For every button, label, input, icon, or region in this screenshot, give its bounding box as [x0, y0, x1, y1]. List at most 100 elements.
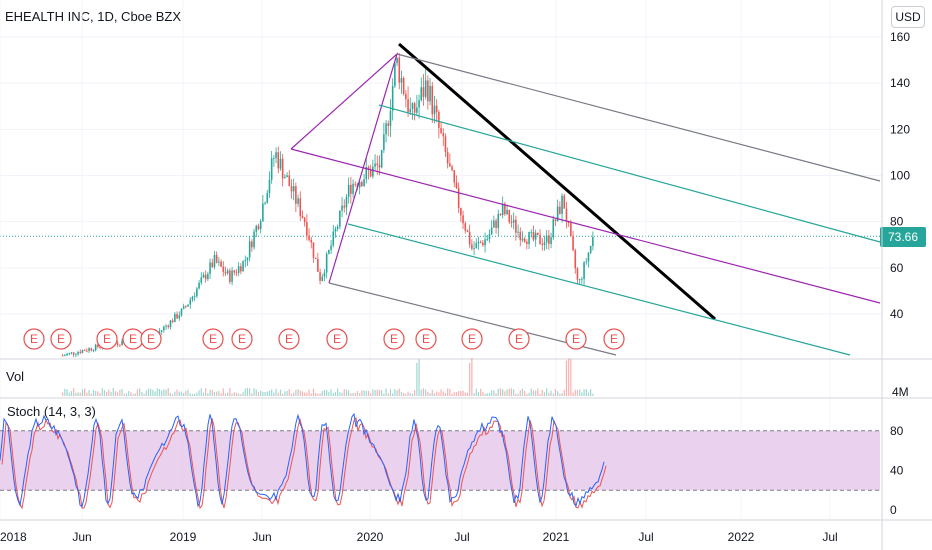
candle [407, 86, 409, 117]
candle-body [167, 325, 170, 328]
candle [77, 350, 79, 357]
candle [119, 344, 121, 348]
candle-body [341, 205, 343, 211]
volume-bar [275, 388, 277, 396]
volume-bar [405, 393, 407, 396]
stoch-k-line [0, 412, 605, 508]
candle-body [165, 325, 167, 327]
volume-bar [475, 388, 477, 396]
candle [88, 347, 90, 353]
candle [347, 177, 350, 204]
candle-body [565, 208, 568, 222]
candle-body [405, 93, 407, 100]
pitchfork-handle [290, 52, 399, 284]
candle-body [409, 108, 412, 113]
volume-bar [337, 388, 339, 396]
candle-body [548, 235, 550, 244]
candle-body [440, 127, 442, 134]
currency-button[interactable]: USD [891, 6, 925, 28]
candle [310, 236, 313, 249]
candle [220, 259, 222, 268]
candle-body [570, 223, 572, 237]
volume-bar [205, 388, 207, 396]
candle-body [209, 262, 211, 274]
candle-body [451, 166, 453, 171]
candle [453, 169, 456, 188]
candle-body [187, 304, 189, 307]
volume-bar [297, 389, 299, 396]
candle-body [431, 85, 434, 115]
candle-body [279, 158, 282, 169]
earnings-marker: E [96, 328, 118, 350]
volume-bar [117, 392, 119, 396]
candle-body [378, 165, 381, 168]
candle [259, 218, 262, 234]
candle [229, 268, 231, 284]
volume-bar [486, 393, 488, 396]
price-tick-label: 40 [890, 307, 904, 321]
volume-bar [77, 392, 79, 396]
volume-bar [216, 391, 218, 396]
volume-bar [581, 392, 583, 396]
volume-bar [343, 389, 345, 396]
candle-body [319, 271, 321, 281]
candle-body [372, 166, 374, 177]
candle [449, 153, 451, 167]
volume-bar [513, 389, 515, 396]
candle [295, 182, 297, 213]
volume-bar [526, 393, 528, 396]
candle-body [552, 219, 555, 238]
candle-body [444, 136, 447, 152]
volume-bar [183, 393, 185, 396]
candle-body [587, 252, 590, 262]
volume-bar [290, 393, 293, 396]
candle [257, 223, 260, 231]
candle-body [288, 175, 291, 187]
candle-body [369, 169, 372, 177]
candle-body [398, 57, 401, 83]
volume-bar [341, 392, 343, 396]
candle-body [455, 182, 458, 189]
pitchfork-drawing[interactable] [290, 42, 881, 356]
candle-body [237, 266, 240, 273]
volume-bar [550, 390, 552, 396]
candle-body [561, 195, 563, 214]
candle [545, 229, 548, 250]
volume-bar [271, 389, 273, 396]
candle-body [343, 205, 346, 208]
volume-bar [504, 391, 506, 396]
candle-body [471, 244, 473, 249]
candle [341, 197, 343, 218]
candle-body [493, 220, 495, 228]
candle [581, 276, 583, 285]
candle [336, 224, 339, 232]
volume-bar [99, 393, 101, 396]
candle-body [512, 219, 515, 223]
candle-body [233, 270, 236, 273]
candle [422, 73, 425, 106]
volume-bar [471, 358, 473, 396]
volume-bar [352, 393, 354, 396]
candle-body [563, 195, 566, 209]
volume-bar [172, 393, 174, 396]
candle [484, 232, 486, 253]
volume-bar [447, 388, 449, 396]
time-tick-label: Jun [72, 530, 91, 544]
volume-bar [495, 393, 497, 396]
volume-bar [528, 392, 530, 396]
candle [400, 70, 403, 94]
earnings-marker-circle [415, 328, 437, 350]
candle-body [317, 258, 319, 272]
candle-body [367, 167, 370, 170]
candle-body [541, 243, 544, 246]
candle-body [556, 206, 559, 222]
pitchfork-median-line [290, 148, 881, 304]
earnings-marker-label: E [468, 332, 476, 346]
volume-bar [196, 392, 198, 396]
candle-body [295, 186, 297, 204]
candle-body [521, 238, 524, 241]
candle [363, 173, 365, 187]
candle-body [253, 231, 255, 248]
